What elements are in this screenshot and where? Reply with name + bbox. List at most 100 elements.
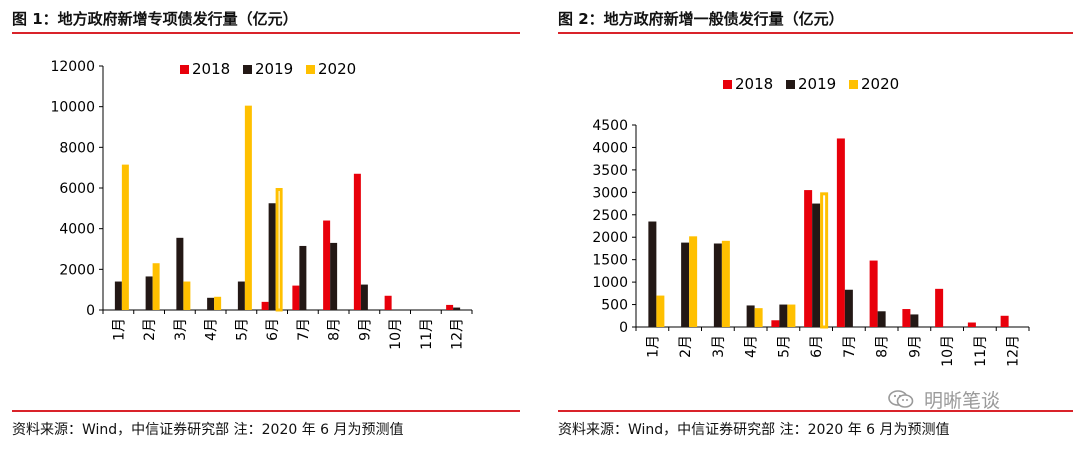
bar-2019 xyxy=(910,314,919,327)
x-tick-label: 5月 xyxy=(234,318,250,341)
bar-2020-forecast xyxy=(275,188,283,312)
x-tick-label: 8月 xyxy=(327,318,343,341)
x-tick-label: 10月 xyxy=(940,335,956,367)
bar-2020 xyxy=(721,240,730,327)
y-tick-label: 4000 xyxy=(59,222,95,238)
y-tick-label: 8000 xyxy=(59,140,95,156)
y-tick-label: 3500 xyxy=(592,163,628,179)
x-tick-label: 2月 xyxy=(142,318,158,341)
x-tick-label: 1月 xyxy=(111,318,127,341)
bar-2019 xyxy=(207,297,215,310)
chart-2-top-rule xyxy=(558,32,1073,34)
bar-2019 xyxy=(648,221,657,327)
x-tick-label: 4月 xyxy=(204,318,220,341)
bar-2019 xyxy=(746,305,755,327)
y-tick-label: 3000 xyxy=(592,185,628,201)
x-tick-label: 6月 xyxy=(265,318,281,341)
chart-2-source: 资料来源：Wind，中信证券研究部 注：2020 年 6 月为预测值 xyxy=(558,422,950,438)
x-tick-label: 2月 xyxy=(678,335,694,358)
bar-2019 xyxy=(114,281,122,310)
bar-2018 xyxy=(869,260,878,327)
x-tick-label: 12月 xyxy=(450,318,466,350)
legend-swatch-2018 xyxy=(723,80,732,89)
legend-swatch-2020 xyxy=(849,80,858,89)
bar-2018 xyxy=(292,285,300,310)
y-tick-label: 1000 xyxy=(592,275,628,291)
y-tick-label: 10000 xyxy=(50,100,95,116)
legend-swatch-2020 xyxy=(306,65,315,74)
bar-2019 xyxy=(145,276,153,310)
bar-2019 xyxy=(237,281,245,310)
bar-2019 xyxy=(299,245,307,310)
x-tick-label: 3月 xyxy=(173,318,189,341)
bar-2020 xyxy=(656,295,665,327)
bar-2018 xyxy=(836,138,845,327)
watermark: 明晰笔谈 xyxy=(888,386,1000,414)
bar-2020 xyxy=(754,308,763,327)
legend-swatch-2019 xyxy=(243,65,252,74)
bar-2020-forecast xyxy=(820,192,829,329)
watermark-text: 明晰笔谈 xyxy=(924,390,1001,412)
chart-1-bottom-rule xyxy=(12,410,520,412)
legend-label-2019: 2019 xyxy=(798,75,836,93)
bar-2018 xyxy=(935,288,944,327)
chart-panel-2: 图 2：地方政府新增一般债发行量（亿元） 0 500 1000 1500 2000 250… xyxy=(546,0,1080,451)
bar-2020 xyxy=(689,236,698,327)
legend-swatch-2019 xyxy=(786,80,795,89)
x-tick-label: 3月 xyxy=(711,335,727,358)
bar-2019 xyxy=(176,237,184,310)
y-tick-label: 0 xyxy=(619,320,628,336)
bar-2018 xyxy=(1000,315,1009,327)
bar-2019 xyxy=(681,242,690,327)
chart-1-source: 资料来源：Wind，中信证券研究部 注：2020 年 6 月为预测值 xyxy=(12,422,404,438)
x-tick-label: 9月 xyxy=(357,318,373,341)
bar-2019 xyxy=(453,307,461,310)
legend-label-2019: 2019 xyxy=(255,60,293,78)
y-tick-label: 4000 xyxy=(592,140,628,156)
x-tick-label: 10月 xyxy=(388,318,404,350)
bar-2018 xyxy=(384,295,392,310)
legend-label-2020: 2020 xyxy=(318,60,356,78)
bar-2020 xyxy=(787,304,796,327)
x-tick-label: 1月 xyxy=(645,335,661,358)
x-tick-label: 9月 xyxy=(907,335,923,358)
x-tick-label: 7月 xyxy=(296,318,312,341)
y-tick-label: 0 xyxy=(86,303,95,319)
bar-2020 xyxy=(214,296,222,310)
y-tick-label: 500 xyxy=(601,298,628,314)
x-tick-label: 12月 xyxy=(1006,335,1022,367)
legend-swatch-2018 xyxy=(180,65,189,74)
bar-2019 xyxy=(360,284,368,310)
chart-2-bottom-rule xyxy=(558,410,1073,412)
x-tick-label: 5月 xyxy=(776,335,792,358)
bar-2020 xyxy=(183,281,191,310)
bar-2018 xyxy=(902,309,911,327)
bar-2019 xyxy=(268,203,276,310)
bar-2018 xyxy=(353,173,361,310)
x-tick-label: 11月 xyxy=(419,318,435,350)
bar-2018 xyxy=(804,190,813,327)
y-tick-label: 1500 xyxy=(592,253,628,269)
bar-2018 xyxy=(771,320,780,327)
x-tick-label: 7月 xyxy=(842,335,858,358)
bar-2019 xyxy=(779,304,788,327)
x-tick-label: 6月 xyxy=(809,335,825,358)
y-tick-label: 2500 xyxy=(592,208,628,224)
legend-label-2018: 2018 xyxy=(735,75,773,93)
bar-2019 xyxy=(812,203,821,327)
bar-2020 xyxy=(121,164,129,310)
x-tick-label: 4月 xyxy=(744,335,760,358)
x-tick-label: 11月 xyxy=(973,335,989,367)
wechat-icon xyxy=(888,389,914,414)
bar-2019 xyxy=(877,311,886,327)
chart-2: 0 500 1000 1500 2000 2500 3000 3500 4000 4500 1月 2月… xyxy=(592,75,1030,367)
bar-2019 xyxy=(330,242,338,310)
bar-2018 xyxy=(967,322,976,327)
y-tick-label: 4500 xyxy=(592,118,628,134)
chart-1-top-rule xyxy=(12,32,520,34)
bar-2020 xyxy=(244,105,252,311)
bar-2018 xyxy=(261,301,269,310)
chart-1: 0 2000 4000 6000 8000 10000 12000 1月 2月 3月 4月 5月 6月 7… xyxy=(50,59,473,350)
y-tick-label: 6000 xyxy=(59,181,95,197)
y-tick-label: 2000 xyxy=(59,262,95,278)
